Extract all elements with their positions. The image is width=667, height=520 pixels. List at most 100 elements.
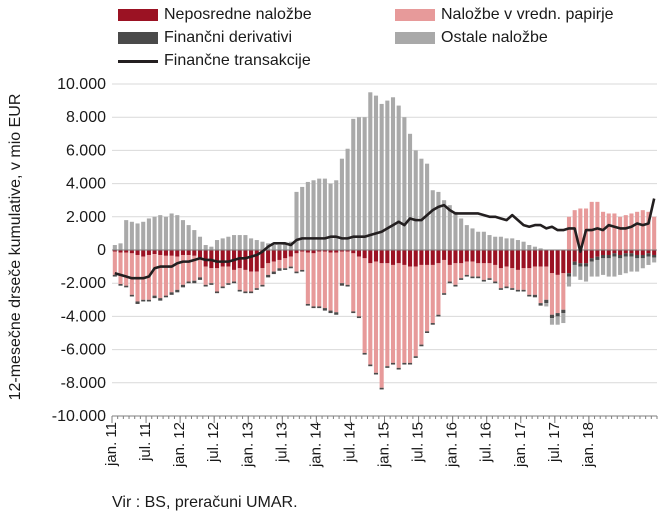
bar-financni-derivativi xyxy=(192,280,197,284)
bar-ostale-nalozbe xyxy=(271,245,276,250)
bar-nalozbe-v-vredn-papirje xyxy=(339,251,344,284)
bar-financni-derivativi xyxy=(186,281,191,284)
bar-financni-derivativi xyxy=(430,323,435,325)
bar-nalozbe-v-vredn-papirje xyxy=(408,266,413,363)
bar-ostale-nalozbe xyxy=(635,258,640,272)
bar-ostale-nalozbe xyxy=(385,100,390,250)
bar-financni-derivativi xyxy=(135,301,140,304)
bar-neposredne-nalozbe xyxy=(504,250,509,267)
bar-neposredne-nalozbe xyxy=(618,250,623,255)
bar-nalozbe-v-vredn-papirje xyxy=(532,266,537,295)
bar-neposredne-nalozbe xyxy=(175,250,180,257)
bar-financni-derivativi xyxy=(368,364,373,367)
bar-nalozbe-v-vredn-papirje xyxy=(345,251,350,285)
bar-financni-derivativi xyxy=(618,254,623,259)
bar-neposredne-nalozbe xyxy=(413,250,418,267)
bar-neposredne-nalozbe xyxy=(135,250,140,255)
bar-ostale-nalozbe xyxy=(345,148,350,250)
bar-nalozbe-v-vredn-papirje xyxy=(220,266,225,287)
bar-nalozbe-v-vredn-papirje xyxy=(578,208,583,250)
bar-financni-derivativi xyxy=(583,263,589,267)
bar-ostale-nalozbe xyxy=(436,191,441,250)
bar-financni-derivativi xyxy=(566,273,572,277)
bar-neposredne-nalozbe xyxy=(601,250,606,255)
bar-financni-derivativi xyxy=(612,253,617,257)
legend: Neposredne naložbe Naložbe v vredn. papi… xyxy=(118,4,658,74)
bar-nalozbe-v-vredn-papirje xyxy=(249,271,254,292)
bar-nalozbe-v-vredn-papirje xyxy=(481,263,486,280)
bar-financni-derivativi xyxy=(129,294,134,297)
y-tick-label: -2.000 xyxy=(61,275,106,292)
bar-nalozbe-v-vredn-papirje xyxy=(254,271,259,289)
legend-item-financial-transactions: Finančne transakcije xyxy=(118,50,311,72)
bar-financni-derivativi xyxy=(294,271,299,274)
bar-neposredne-nalozbe xyxy=(362,250,367,259)
bar-ostale-nalozbe xyxy=(311,180,316,250)
bar-financni-derivativi xyxy=(453,284,458,287)
bar-nalozbe-v-vredn-papirje xyxy=(260,268,265,285)
bar-neposredne-nalozbe xyxy=(578,250,583,264)
y-tick-label: -8.000 xyxy=(61,375,106,392)
bar-financni-derivativi xyxy=(595,256,600,260)
legend-item-derivatives: Finančni derivativi xyxy=(118,27,292,49)
bar-neposredne-nalozbe xyxy=(112,250,117,252)
bar-financni-derivativi xyxy=(635,254,640,259)
bar-nalozbe-v-vredn-papirje xyxy=(453,263,458,285)
bar-financni-derivativi xyxy=(152,295,157,299)
bar-nalozbe-v-vredn-papirje xyxy=(413,266,418,357)
bar-financni-derivativi xyxy=(237,289,242,292)
bar-ostale-nalozbe xyxy=(186,225,191,250)
bar-nalozbe-v-vredn-papirje xyxy=(402,264,407,363)
bar-nalozbe-v-vredn-papirje xyxy=(237,268,242,290)
bar-nalozbe-v-vredn-papirje xyxy=(442,259,447,294)
bar-financni-derivativi xyxy=(464,274,469,277)
bar-neposredne-nalozbe xyxy=(555,250,560,275)
line-financne-transakcije xyxy=(114,198,656,280)
bar-ostale-nalozbe xyxy=(305,181,310,250)
bar-neposredne-nalozbe xyxy=(141,250,146,257)
bar-ostale-nalozbe xyxy=(527,245,532,250)
bar-neposredne-nalozbe xyxy=(544,250,549,267)
bar-ostale-nalozbe xyxy=(453,211,458,250)
bar-ostale-nalozbe xyxy=(408,133,413,250)
bar-ostale-nalozbe xyxy=(555,316,560,325)
bar-financni-derivativi xyxy=(345,284,350,287)
bar-nalozbe-v-vredn-papirje xyxy=(487,263,492,279)
bar-financni-derivativi xyxy=(118,284,123,286)
bar-nalozbe-v-vredn-papirje xyxy=(527,268,532,295)
x-tick-label: jul. 12 xyxy=(205,422,222,463)
bar-neposredne-nalozbe xyxy=(493,250,498,265)
bar-ostale-nalozbe xyxy=(464,225,469,250)
bar-financni-derivativi xyxy=(532,294,537,298)
bar-financni-derivativi xyxy=(555,313,560,317)
bar-ostale-nalozbe xyxy=(419,158,424,250)
bar-financni-derivativi xyxy=(510,288,515,290)
bar-nalozbe-v-vredn-papirje xyxy=(612,213,617,250)
x-tick-label: jan. 17 xyxy=(512,422,529,468)
bar-ostale-nalozbe xyxy=(379,103,384,250)
bar-ostale-nalozbe xyxy=(243,235,248,250)
bar-neposredne-nalozbe xyxy=(561,250,566,274)
x-tick-label: jul. 16 xyxy=(478,422,495,463)
bar-neposredne-nalozbe xyxy=(305,250,310,253)
bar-ostale-nalozbe xyxy=(402,117,407,250)
bar-nalozbe-v-vredn-papirje xyxy=(544,266,549,300)
bar-nalozbe-v-vredn-papirje xyxy=(561,273,566,310)
y-tick-label: 10.000 xyxy=(57,76,106,93)
legend-swatch xyxy=(118,32,158,44)
bar-neposredne-nalozbe xyxy=(300,250,305,252)
bar-ostale-nalozbe xyxy=(356,117,361,250)
bar-financni-derivativi xyxy=(572,261,577,265)
bar-neposredne-nalozbe xyxy=(351,250,356,254)
bar-financni-derivativi xyxy=(396,367,401,370)
legend-swatch xyxy=(395,32,435,44)
bar-nalozbe-v-vredn-papirje xyxy=(640,210,645,250)
bar-neposredne-nalozbe xyxy=(373,250,379,262)
legend-label: Neposredne naložbe xyxy=(164,6,312,23)
bar-nalozbe-v-vredn-papirje xyxy=(430,264,435,324)
bar-financni-derivativi xyxy=(470,276,475,279)
bar-nalozbe-v-vredn-papirje xyxy=(362,258,367,353)
bar-ostale-nalozbe xyxy=(203,245,208,250)
bar-ostale-nalozbe xyxy=(646,256,651,265)
bar-financni-derivativi xyxy=(425,331,430,333)
